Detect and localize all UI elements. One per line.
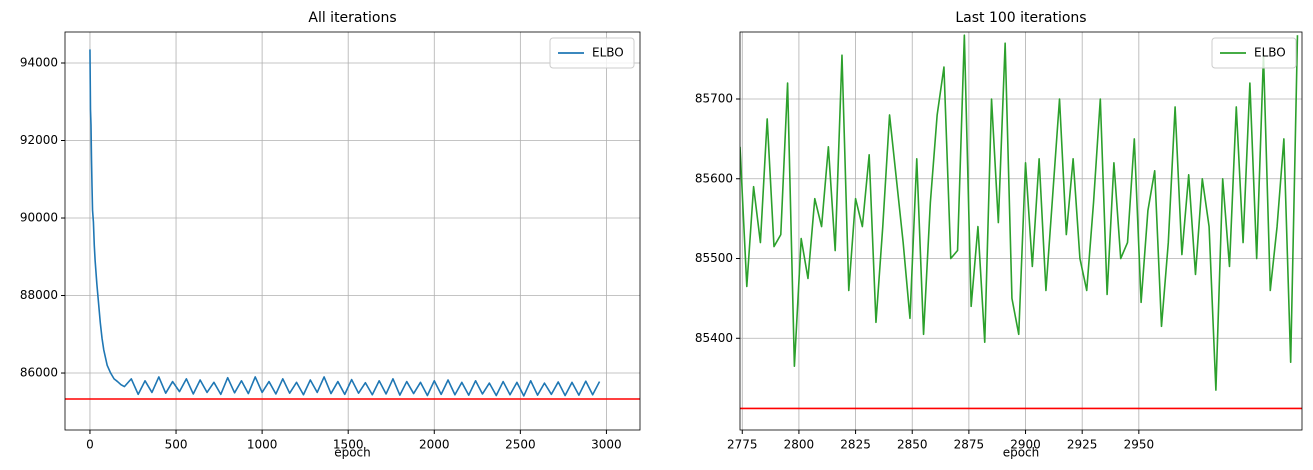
legend-box xyxy=(549,37,635,69)
y-tick-label: 85500 xyxy=(695,251,733,265)
axes-frame xyxy=(739,31,1303,431)
y-tick-label: 94000 xyxy=(20,56,58,70)
x-tick-label: 2800 xyxy=(784,438,815,452)
y-tick-label: 85700 xyxy=(695,91,733,105)
plot-area xyxy=(65,49,640,400)
x-tick-label: 2500 xyxy=(505,438,536,452)
chart-title: All iterations xyxy=(308,10,396,26)
data-line xyxy=(89,49,601,397)
y-tick-label: 88000 xyxy=(20,288,58,302)
y-tick-label: 90000 xyxy=(20,211,58,225)
x-tick-label: 2775 xyxy=(727,438,758,452)
x-axis-label: epoch xyxy=(1003,446,1040,460)
y-tick-label: 85400 xyxy=(695,331,733,345)
legend-label: ELBO xyxy=(1254,46,1286,60)
chart-title: Last 100 iterations xyxy=(955,10,1086,26)
plot-area xyxy=(740,34,1302,410)
x-tick-label: 2875 xyxy=(954,438,985,452)
axes-frame xyxy=(64,31,641,431)
y-tick-label: 86000 xyxy=(20,366,58,380)
x-tick-label: 2950 xyxy=(1124,438,1155,452)
legend-label: ELBO xyxy=(592,46,624,60)
x-tick-label: 1500 xyxy=(333,438,364,452)
y-tick-label: 92000 xyxy=(20,133,58,147)
x-tick-label: 2850 xyxy=(897,438,928,452)
x-tick-label: 2825 xyxy=(840,438,871,452)
x-tick-label: 2900 xyxy=(1010,438,1041,452)
x-tick-label: 1000 xyxy=(247,438,278,452)
data-line xyxy=(740,34,1299,391)
y-tick-label: 85600 xyxy=(695,171,733,185)
x-tick-label: 2925 xyxy=(1067,438,1098,452)
x-tick-label: 2000 xyxy=(419,438,450,452)
x-tick-label: 0 xyxy=(86,438,94,452)
x-tick-label: 3000 xyxy=(591,438,622,452)
x-tick-label: 500 xyxy=(165,438,188,452)
x-axis-label: epoch xyxy=(334,446,371,460)
legend-box xyxy=(1211,37,1297,69)
